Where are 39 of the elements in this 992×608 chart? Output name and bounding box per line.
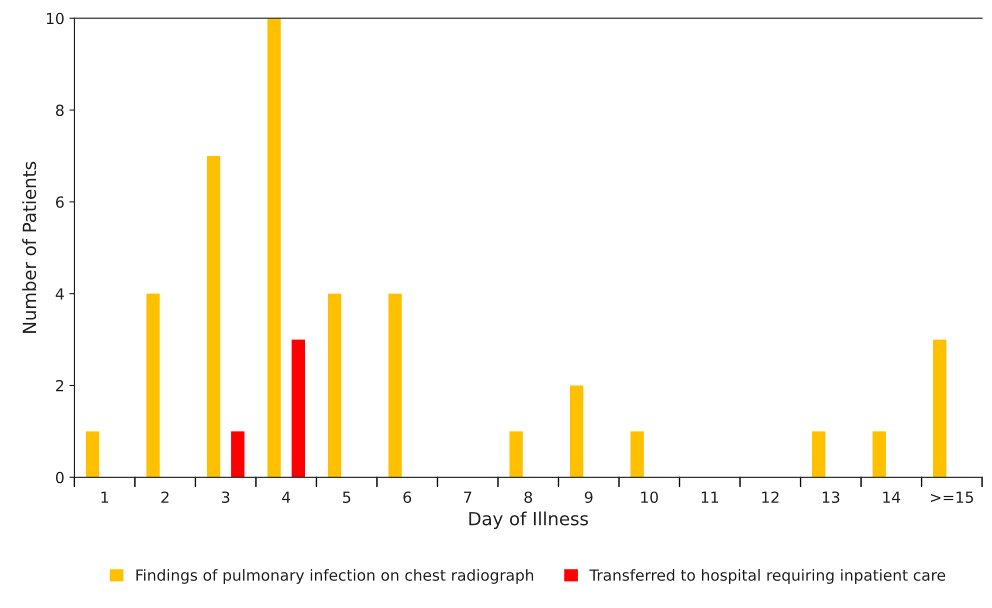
x-tick-label: 6: [403, 491, 412, 503]
y-tick-label: 0: [56, 472, 64, 484]
bar: [267, 18, 281, 478]
x-tick-label: 7: [464, 492, 472, 503]
y-tick-label: 6: [56, 196, 64, 208]
x-tick-label: 5: [343, 492, 350, 503]
bar: [86, 431, 100, 478]
legend-label: Findings of pulmonary infection on chest radiograph: [136, 569, 534, 584]
x-tick-label: 3: [222, 491, 230, 503]
x-tick-label: 12: [762, 491, 778, 503]
y-axis-title: Number of Patients: [22, 162, 36, 333]
y-tick-label: 2: [56, 380, 64, 392]
bar: [630, 431, 644, 478]
y-tick-label: 8: [56, 104, 64, 116]
x-tick-label: 10: [641, 491, 658, 503]
bar: [509, 431, 523, 478]
bar: [292, 340, 305, 478]
bar: [146, 294, 160, 478]
bar: [570, 385, 584, 478]
x-tick-label: 14: [883, 492, 900, 503]
y-tick-label: 4: [56, 288, 64, 300]
bar: [872, 431, 886, 478]
bar: [206, 156, 220, 478]
x-axis-title: Day of Illness: [469, 512, 588, 529]
x-tick-label: 2: [161, 491, 168, 503]
bar: [812, 431, 826, 478]
y-tick-label: 10: [46, 12, 64, 24]
x-tick-label: >=15: [930, 492, 974, 503]
x-tick-label: 9: [584, 491, 593, 503]
x-tick-label: 8: [524, 491, 532, 503]
bar: [328, 294, 342, 478]
bar: [231, 431, 244, 478]
legend-label: Transferred to hospital requiring inpatient care: [589, 569, 946, 584]
x-tick-label: 13: [822, 491, 840, 503]
bar: [388, 294, 402, 478]
bar: [933, 340, 946, 478]
x-tick-label: 1: [101, 492, 108, 503]
x-tick-label: 4: [282, 492, 290, 503]
x-tick-label: 11: [702, 492, 718, 503]
